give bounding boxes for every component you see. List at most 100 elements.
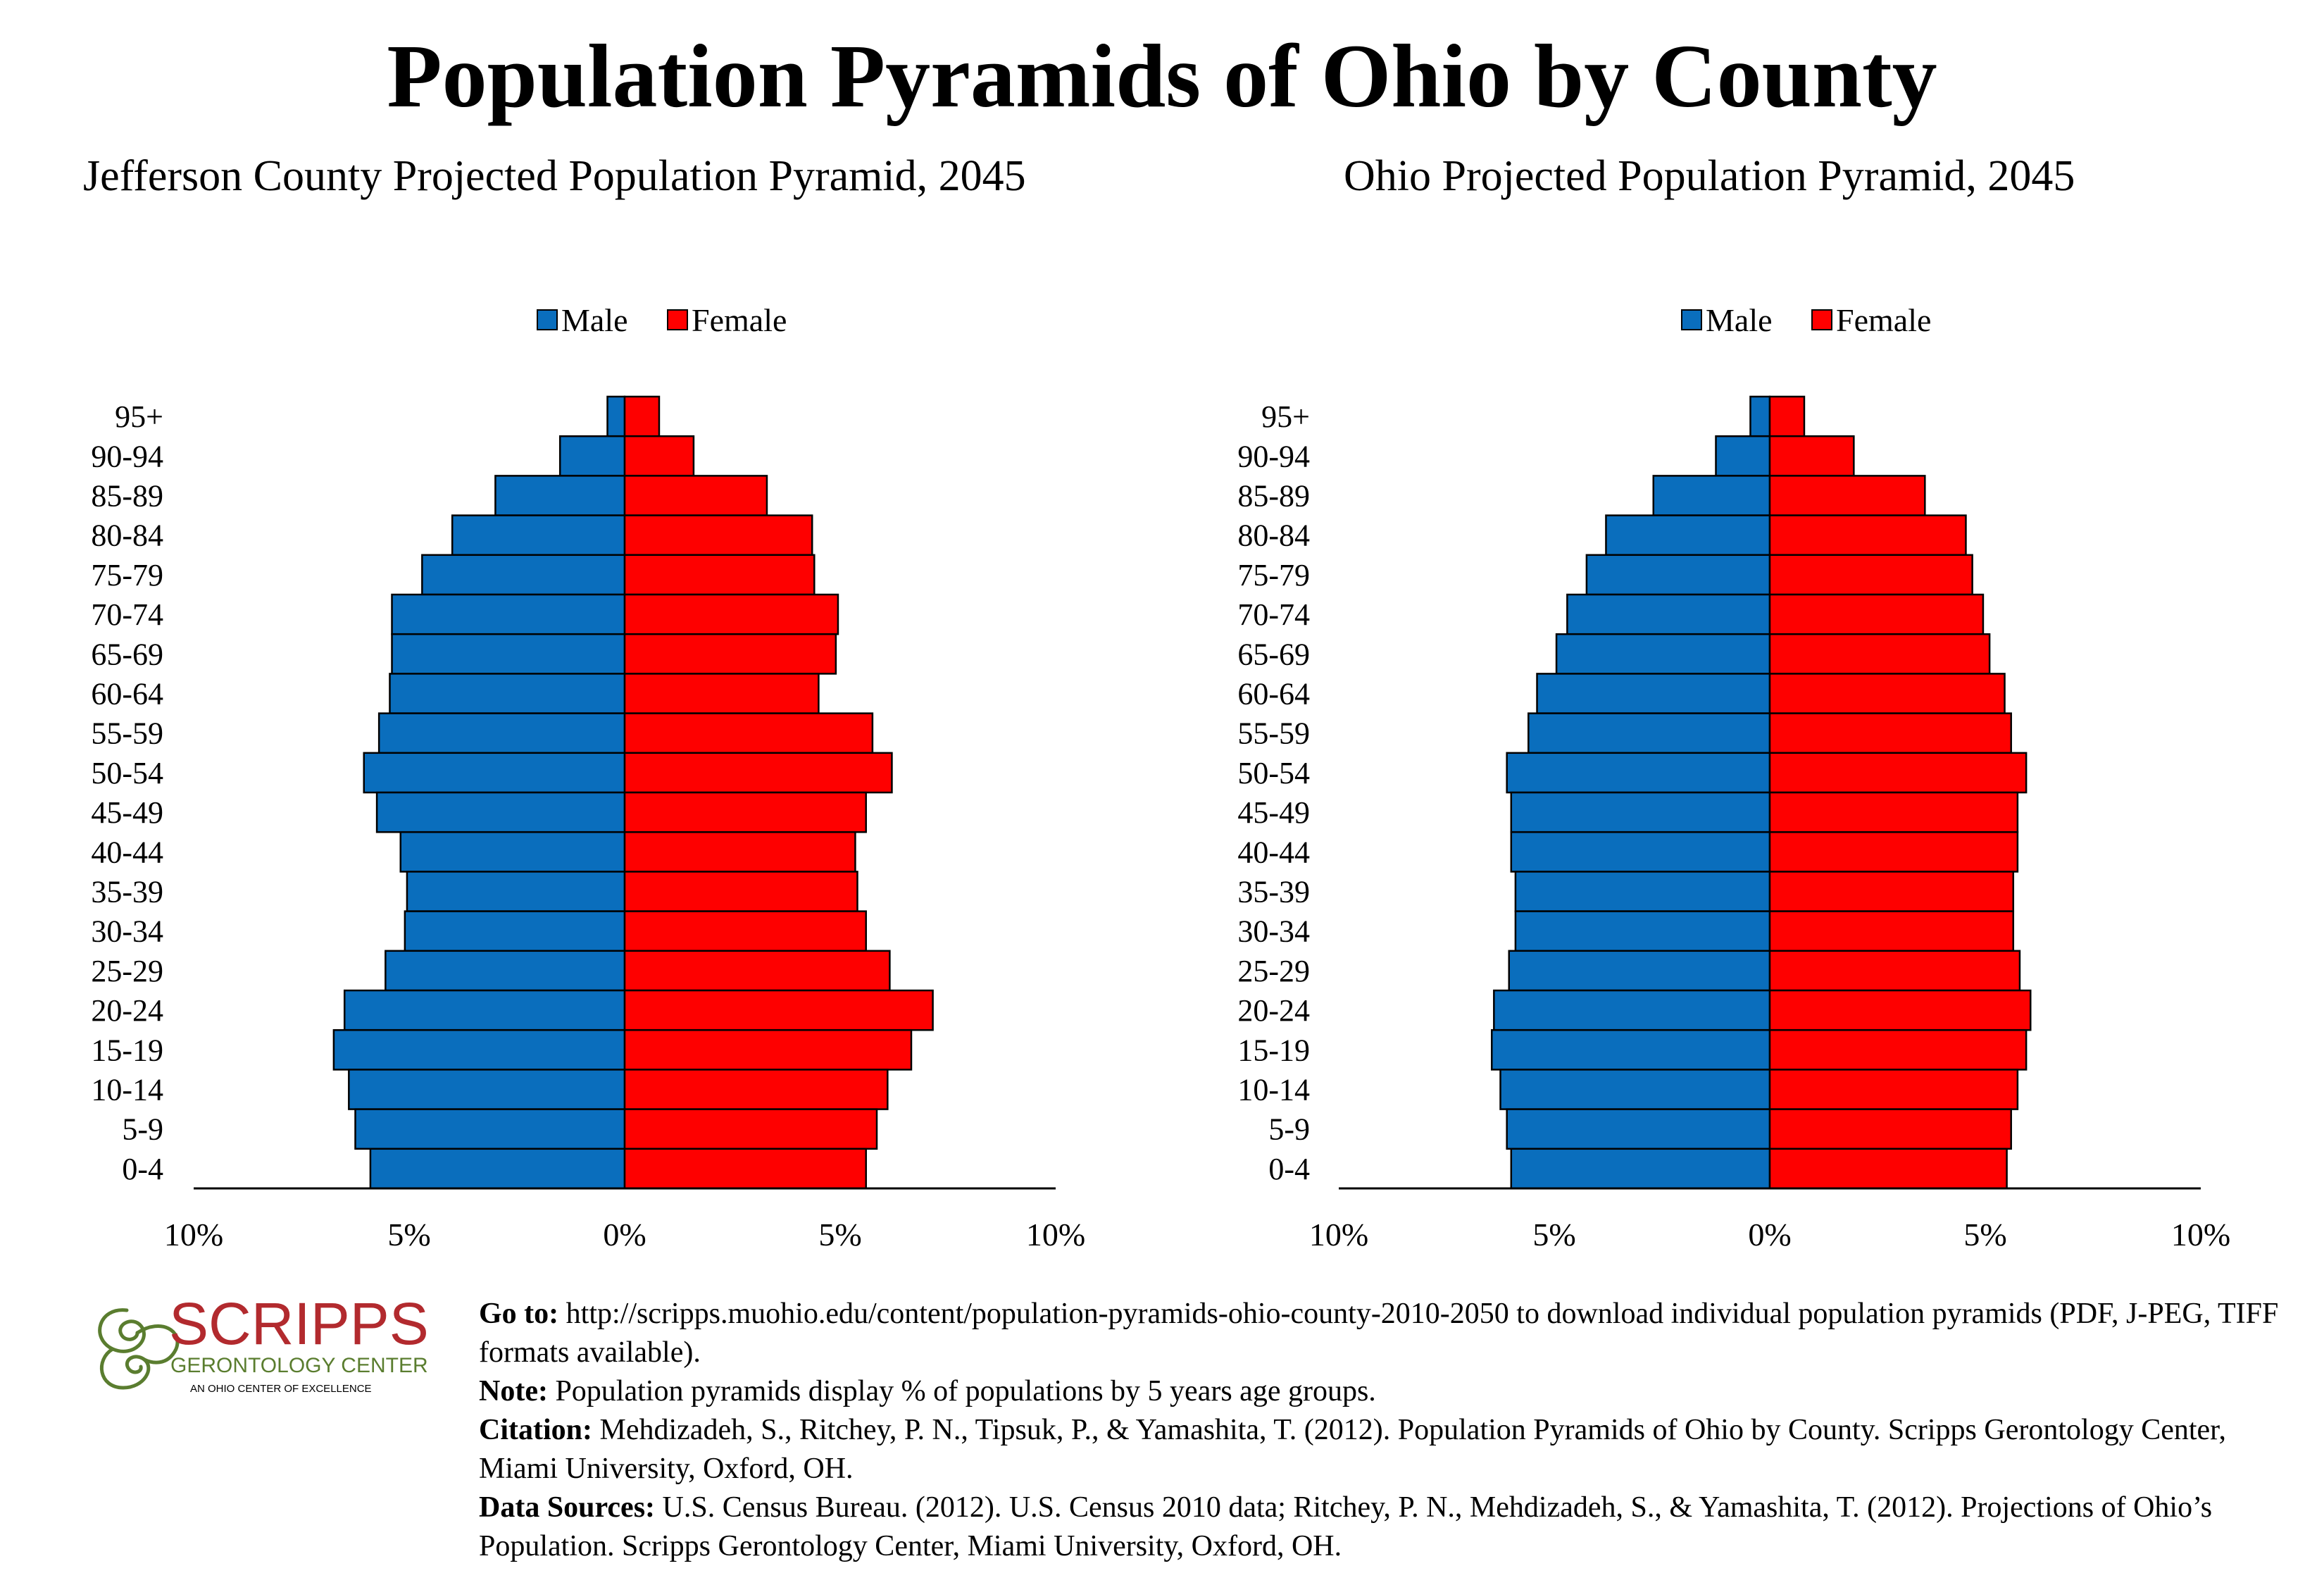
age-label: 55-59 xyxy=(1237,716,1310,751)
age-label: 70-74 xyxy=(1237,597,1310,632)
bar-male-45-49 xyxy=(1510,791,1771,833)
bar-female-90-94 xyxy=(1768,435,1855,477)
bar-female-50-54 xyxy=(623,752,893,794)
bar-male-5-9 xyxy=(354,1108,626,1150)
age-label: 15-19 xyxy=(91,1033,163,1067)
bar-female-25-29 xyxy=(1768,950,2021,992)
bar-female-60-64 xyxy=(623,673,820,714)
bar-male-50-54 xyxy=(1506,752,1771,794)
bar-female-65-69 xyxy=(1768,633,1991,675)
age-label: 45-49 xyxy=(1237,795,1310,830)
x-tick-label: 0% xyxy=(603,1217,646,1253)
bar-male-25-29 xyxy=(385,950,626,992)
legend-male-swatch xyxy=(1681,309,1702,330)
age-label: 45-49 xyxy=(91,795,163,830)
bar-male-20-24 xyxy=(343,989,626,1031)
age-label: 55-59 xyxy=(91,716,163,751)
bar-male-55-59 xyxy=(377,712,626,754)
bar-female-25-29 xyxy=(623,950,891,992)
age-label: 30-34 xyxy=(1237,914,1310,949)
note-data-sources: Data Sources: U.S. Census Bureau. (2012)… xyxy=(479,1491,2213,1562)
age-label: 0-4 xyxy=(1268,1152,1310,1186)
legend-male-label: Male xyxy=(1706,302,1773,338)
bar-female-20-24 xyxy=(1768,989,2032,1031)
age-label: 25-29 xyxy=(91,954,163,988)
x-tick-label: 5% xyxy=(818,1217,861,1253)
bar-male-60-64 xyxy=(389,673,626,714)
legend-female-swatch xyxy=(1811,309,1832,330)
bar-male-0-4 xyxy=(1510,1148,1771,1190)
x-tick-label: 0% xyxy=(1748,1217,1791,1253)
scripps-logo: SCRIPPS GERONTOLOGY CENTER AN OHIO CENTE… xyxy=(98,1291,429,1395)
age-label: 20-24 xyxy=(91,993,163,1028)
bar-male-35-39 xyxy=(1514,871,1771,912)
bar-male-80-84 xyxy=(451,514,626,557)
legend-female-swatch xyxy=(667,309,688,330)
bar-female-50-54 xyxy=(1768,752,2028,794)
bar-male-95+ xyxy=(1749,395,1771,437)
x-tick-label: 10% xyxy=(164,1217,223,1253)
age-label: 80-84 xyxy=(1237,518,1310,553)
age-label: 35-39 xyxy=(91,875,163,909)
legend-female-label: Female xyxy=(1836,302,1931,338)
bar-female-35-39 xyxy=(1768,871,2015,912)
bar-female-80-84 xyxy=(623,514,813,557)
bar-female-5-9 xyxy=(1768,1108,2012,1150)
note-citation: Citation: Mehdizadeh, S., Ritchey, P. N.… xyxy=(479,1414,2226,1485)
age-label: 60-64 xyxy=(91,677,163,711)
bar-female-65-69 xyxy=(623,633,837,675)
bar-male-50-54 xyxy=(363,752,626,794)
age-label: 90-94 xyxy=(91,439,163,473)
age-label: 25-29 xyxy=(1237,954,1310,988)
bar-male-30-34 xyxy=(404,910,626,952)
bar-male-65-69 xyxy=(391,633,626,675)
bar-female-75-79 xyxy=(1768,554,1973,596)
notes-block: Go to: http://scripps.muohio.edu/content… xyxy=(479,1295,2310,1566)
bar-male-65-69 xyxy=(1555,633,1771,675)
page-title: Population Pyramids of Ohio by County xyxy=(387,26,1937,126)
x-tick-label: 5% xyxy=(1963,1217,2006,1253)
age-label: 75-79 xyxy=(1237,558,1310,592)
age-label: 85-89 xyxy=(1237,479,1310,514)
bar-male-5-9 xyxy=(1506,1108,1771,1150)
scripps-swirl-icon xyxy=(98,1308,180,1390)
bar-male-70-74 xyxy=(1566,593,1771,635)
age-label: 85-89 xyxy=(91,479,163,514)
age-label: 10-14 xyxy=(1237,1073,1310,1107)
bar-female-30-34 xyxy=(623,910,867,952)
age-label: 80-84 xyxy=(91,518,163,553)
bar-male-15-19 xyxy=(1491,1028,1771,1071)
bar-female-15-19 xyxy=(623,1028,913,1071)
bar-female-30-34 xyxy=(1768,910,2015,952)
legend-male-swatch xyxy=(537,309,558,330)
bar-male-85-89 xyxy=(1652,475,1771,516)
population-pyramids: Male Female 95+ 90-94 85-89 80-84 75-79 70-74 65… xyxy=(91,302,2230,1253)
age-label: 30-34 xyxy=(91,914,163,949)
age-label: 65-69 xyxy=(91,637,163,671)
bar-male-70-74 xyxy=(391,593,626,635)
x-tick-label: 10% xyxy=(1309,1217,1368,1253)
bar-male-35-39 xyxy=(406,871,626,912)
bar-male-60-64 xyxy=(1536,673,1771,714)
age-label: 35-39 xyxy=(1237,875,1310,909)
bar-male-85-89 xyxy=(494,475,626,516)
bar-male-30-34 xyxy=(1514,910,1771,952)
bar-female-45-49 xyxy=(623,791,867,833)
bar-female-95+ xyxy=(1768,395,1806,437)
bar-male-90-94 xyxy=(558,435,626,477)
x-tick-label: 5% xyxy=(1532,1217,1575,1253)
bar-female-45-49 xyxy=(1768,791,2019,833)
age-label: 95+ xyxy=(115,399,163,434)
bar-female-10-14 xyxy=(623,1069,889,1110)
bar-female-95+ xyxy=(623,395,661,437)
bar-female-5-9 xyxy=(623,1108,878,1150)
bar-male-90-94 xyxy=(1715,435,1771,477)
age-label: 50-54 xyxy=(91,756,163,790)
x-tick-label: 10% xyxy=(2171,1217,2230,1253)
bar-male-20-24 xyxy=(1493,989,1771,1031)
bar-female-70-74 xyxy=(623,593,839,635)
x-tick-label: 5% xyxy=(387,1217,430,1253)
bar-female-15-19 xyxy=(1768,1028,2028,1071)
bar-female-85-89 xyxy=(1768,475,1926,516)
bar-female-20-24 xyxy=(623,989,934,1031)
